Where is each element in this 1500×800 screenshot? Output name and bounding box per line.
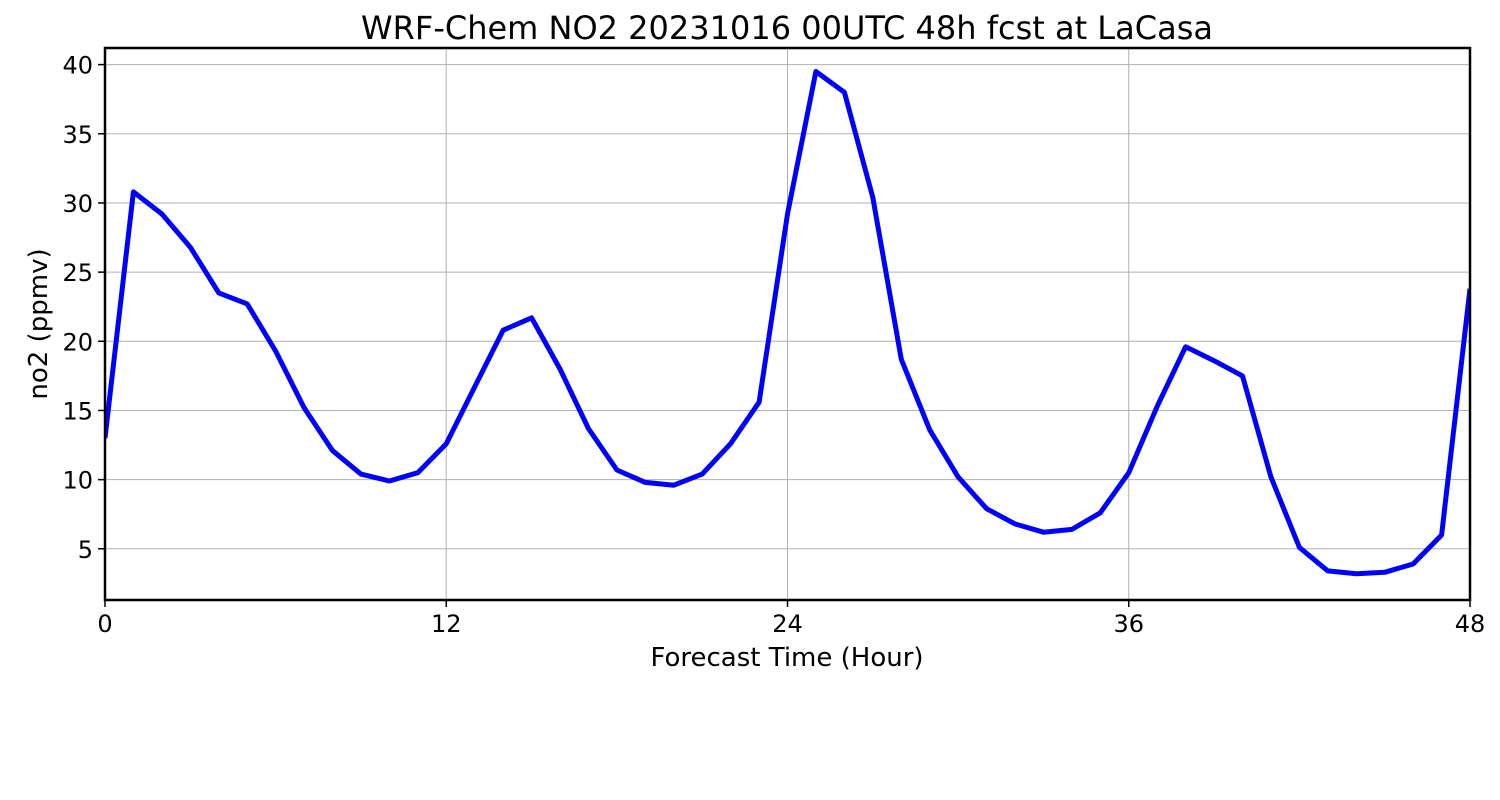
x-tick-label: 0 xyxy=(97,610,112,638)
y-tick-label: 10 xyxy=(62,467,93,495)
x-tick-label: 48 xyxy=(1455,610,1486,638)
y-tick-label: 35 xyxy=(62,121,93,149)
x-tick-label: 24 xyxy=(772,610,803,638)
y-axis-label: no2 (ppmv) xyxy=(24,248,54,399)
y-tick-label: 30 xyxy=(62,190,93,218)
series-group xyxy=(105,69,1470,577)
chart-title: WRF-Chem NO2 20231016 00UTC 48h fcst at … xyxy=(361,9,1213,47)
tick-group: 0 12 24 36 48 5 10 15 20 25 30 35 40 xyxy=(62,52,1485,638)
x-axis-label: Forecast Time (Hour) xyxy=(650,643,923,673)
x-tick-label: 12 xyxy=(431,610,462,638)
series-line xyxy=(105,69,1470,577)
y-tick-label: 20 xyxy=(62,328,93,356)
y-tick-label: 5 xyxy=(78,536,93,564)
y-tick-label: 15 xyxy=(62,397,93,425)
x-tick-label: 36 xyxy=(1113,610,1144,638)
grid xyxy=(105,48,1470,600)
y-tick-label: 40 xyxy=(62,52,93,80)
y-tick-label: 25 xyxy=(62,259,93,287)
